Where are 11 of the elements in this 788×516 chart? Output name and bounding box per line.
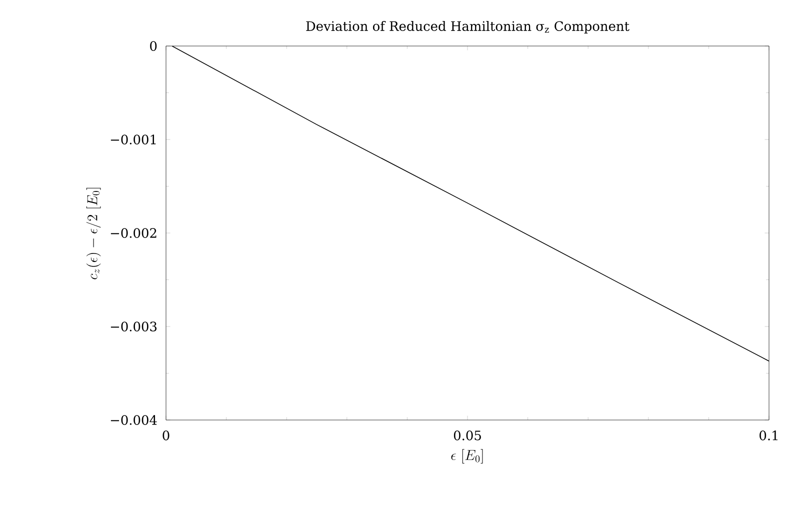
y-tick-label: −0.002 (110, 228, 156, 238)
y-tick-label: −0.004 (110, 415, 157, 425)
x-tick-label: 0.1 (760, 430, 778, 440)
chart-title: Deviation of Reduced Hamiltonian σ$_{z}$ Component (306, 20, 630, 34)
y-axis-title: $c_z(\epsilon) - \epsilon/2\ [E_0]$ (86, 188, 101, 280)
x-tick-label: 0.05 (454, 430, 481, 440)
x-axis-title: $\epsilon\ [E_0]$ (451, 449, 483, 464)
y-tick-label: −0.003 (110, 322, 157, 332)
x-tick-label: 0 (162, 430, 170, 440)
y-tick-label: −0.001 (110, 134, 156, 144)
y-tick-label: 0 (150, 41, 157, 51)
